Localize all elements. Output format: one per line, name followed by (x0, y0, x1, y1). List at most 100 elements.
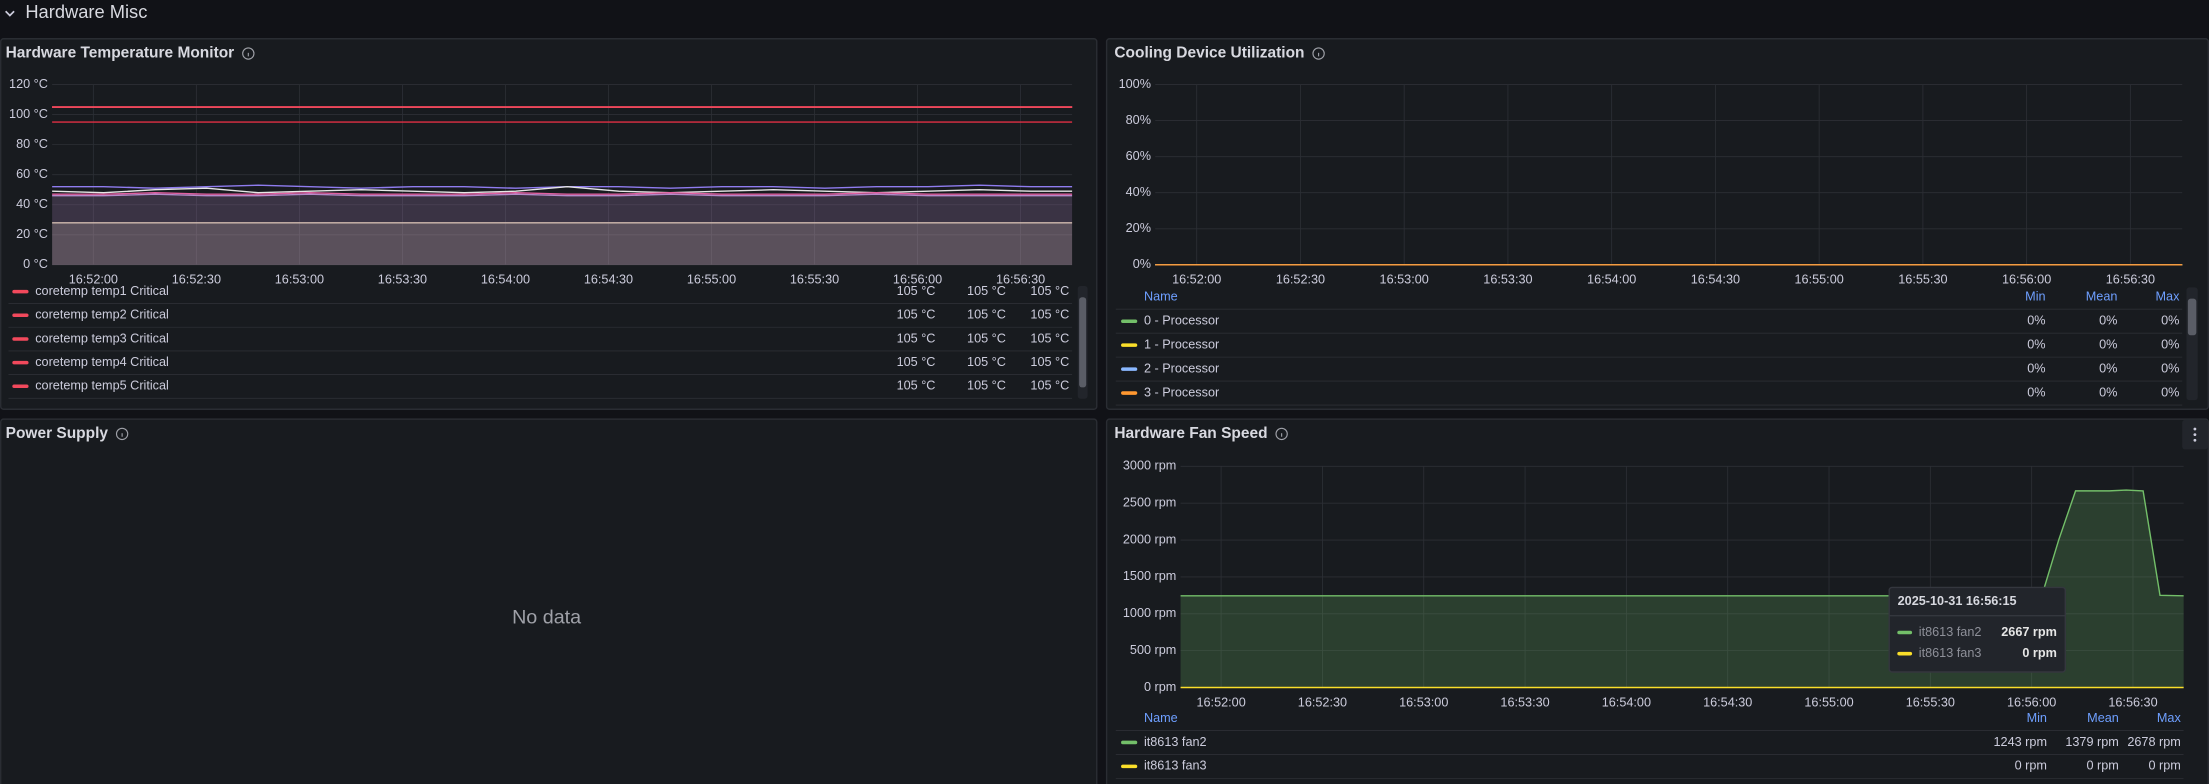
x-tick-label: 16:55:30 (1906, 695, 1955, 709)
scrollbar-thumb[interactable] (1079, 297, 1087, 388)
legend-stat: 105 °C (1030, 355, 1069, 369)
y-tick-label: 80 °C (16, 137, 48, 151)
series-area (52, 194, 1073, 265)
x-tick-label: 16:56:00 (893, 273, 942, 287)
y-tick-label: 0 rpm (1144, 680, 1176, 694)
y-tick-label: 20 °C (16, 227, 48, 241)
legend-name: it8613 fan3 (1144, 759, 1207, 773)
series-area (52, 222, 1073, 265)
x-tick-label: 16:55:00 (1795, 273, 1844, 287)
legend-header: Name (1144, 290, 1178, 304)
series-line (52, 193, 1073, 197)
scrollbar-thumb[interactable] (2187, 298, 2197, 336)
x-tick-label: 16:52:30 (1298, 695, 1347, 709)
legend: Name Min Mean Max 0 - Processor 0% 0% 0% 1 - Pro… (1115, 290, 2183, 406)
legend-stat: 105 °C (1030, 331, 1069, 345)
legend-stat: 0% (2161, 314, 2179, 328)
x-tick-label: 16:53:30 (378, 273, 427, 287)
x-tick-label: 16:53:00 (275, 273, 324, 287)
series-line (1180, 489, 2184, 597)
x-tick-label: 16:53:30 (1500, 695, 1549, 709)
legend-stat: 105 °C (897, 331, 936, 345)
legend-name: coretemp temp1 Critical (35, 284, 169, 298)
legend-stat: 0% (2099, 314, 2117, 328)
y-tick-label: 2500 rpm (1123, 496, 1176, 510)
y-tick-label: 2000 rpm (1123, 532, 1176, 546)
y-tick-label: 120 °C (9, 77, 48, 91)
legend-stat: 0% (2161, 337, 2179, 351)
x-tick-label: 16:54:00 (481, 273, 530, 287)
panel (1105, 418, 2209, 784)
x-tick-label: 16:55:30 (790, 273, 839, 287)
legend-stat: 1243 rpm (1994, 735, 2047, 749)
panel (0, 418, 1098, 784)
x-tick-label: 16:53:00 (1399, 695, 1448, 709)
legend-stat: 105 °C (1030, 284, 1069, 298)
legend-name: it8613 fan2 (1144, 735, 1207, 749)
y-tick-label: 1500 rpm (1123, 569, 1176, 583)
no-data-message: No data (512, 607, 581, 629)
tooltip-value: 0 rpm (2022, 646, 2056, 660)
legend-name: coretemp temp2 Critical (35, 308, 169, 322)
legend-name: coretemp temp4 Critical (35, 355, 169, 369)
y-tick-label: 0 °C (23, 257, 48, 271)
x-tick-label: 16:54:30 (1691, 273, 1740, 287)
legend: Name Min Mean Max it8613 fan2 1243 rpm 1379 rp… (1115, 711, 2184, 779)
legend-stat: 0% (2099, 337, 2117, 351)
y-tick-label: 3000 rpm (1123, 459, 1176, 473)
x-tick-label: 16:55:00 (687, 273, 736, 287)
legend-stat: 0 rpm (2148, 759, 2180, 773)
legend-name: coretemp temp3 Critical (35, 331, 169, 345)
info-icon (1312, 47, 1325, 60)
x-tick-label: 16:53:30 (1483, 273, 1532, 287)
legend-name: 0 - Processor (1144, 314, 1219, 328)
panel-menu[interactable] (2182, 419, 2208, 450)
section-title[interactable]: Hardware Misc (25, 1, 147, 22)
tooltip-value: 2667 rpm (2001, 625, 2057, 639)
tooltip-title: 2025-10-31 16:56:15 (1898, 594, 2017, 608)
legend-stat: 105 °C (1030, 379, 1069, 393)
x-tick-label: 16:52:00 (69, 273, 118, 287)
legend-header: Name (1144, 711, 1178, 725)
legend-stat: 105 °C (1030, 308, 1069, 322)
x-tick-label: 16:56:00 (2002, 273, 2051, 287)
series-line (52, 192, 1073, 195)
x-tick-label: 16:53:00 (1380, 273, 1429, 287)
y-tick-label: 500 rpm (1130, 643, 1176, 657)
x-tick-label: 16:55:00 (1804, 695, 1853, 709)
info-icon (115, 427, 129, 441)
legend-header: Max (2155, 290, 2180, 304)
legend-stat: 105 °C (897, 284, 936, 298)
legend-header: Min (2025, 290, 2045, 304)
legend-name: 1 - Processor (1144, 337, 1219, 351)
menu-dot (2193, 427, 2197, 431)
panel (0, 38, 1098, 410)
legend-stat: 0% (2099, 361, 2117, 375)
y-tick-label: 0% (1133, 257, 1151, 271)
panel-title: Hardware Temperature Monitor (6, 45, 235, 62)
legend-stat: 105 °C (967, 284, 1006, 298)
x-tick-label: 16:52:00 (1196, 695, 1245, 709)
x-tick-label: 16:55:30 (1898, 273, 1947, 287)
legend-stat: 105 °C (897, 308, 936, 322)
legend-stat: 0% (2161, 385, 2179, 399)
info-icon (1275, 427, 1288, 441)
legend: coretemp temp1 Critical 105 °C 105 °C 105 °… (8, 284, 1073, 399)
panel-title: Power Supply (6, 425, 109, 442)
y-tick-label: 1000 rpm (1123, 606, 1176, 620)
legend-stat: 0% (2027, 385, 2045, 399)
legend-header: Mean (2087, 711, 2119, 725)
legend-stat: 105 °C (897, 379, 936, 393)
x-tick-label: 16:54:00 (1587, 273, 1636, 287)
y-tick-label: 80% (1126, 113, 1151, 127)
collapse-chevron[interactable] (5, 10, 15, 17)
panel-title: Hardware Fan Speed (1114, 425, 1267, 442)
x-tick-label: 16:56:30 (2108, 695, 2157, 709)
legend-stat: 0% (2027, 314, 2045, 328)
panel-title: Cooling Device Utilization (1114, 45, 1304, 62)
legend-stat: 105 °C (967, 331, 1006, 345)
legend-stat: 0% (2027, 337, 2045, 351)
tooltip-box (1888, 586, 2067, 673)
